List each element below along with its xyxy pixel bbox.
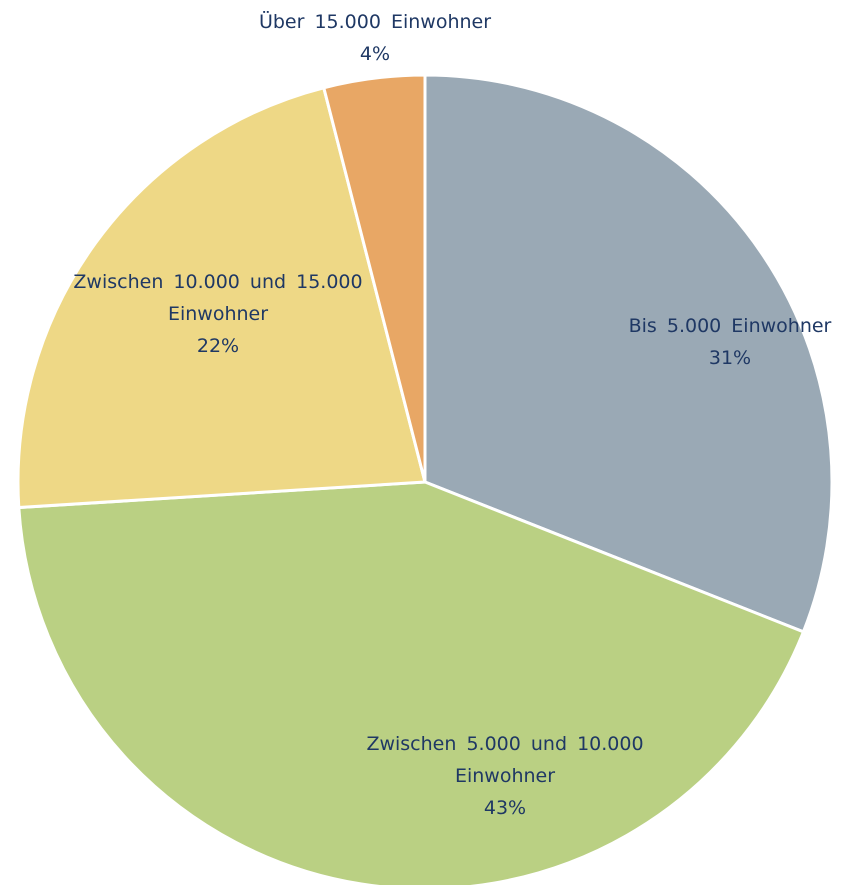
pie-slice [321, 73, 427, 483]
slice-label: Bis 5.000 Einwohner 31% [595, 310, 854, 374]
slice-label: Zwischen 5.000 und 10.000 Einwohner 43% [335, 728, 675, 824]
slice-label: Über 15.000 Einwohner 4% [215, 6, 535, 70]
value-label: 4% [359, 43, 391, 65]
pie-slice [16, 85, 427, 510]
category-label: Bis 5.000 Einwohner [628, 315, 832, 337]
category-label: Über 15.000 Einwohner [258, 11, 492, 33]
slice-label: Zwischen 10.000 und 15.000 Einwohner 22% [48, 266, 388, 362]
value-label: 22% [196, 335, 240, 357]
pie-slice [17, 480, 806, 885]
pie-slice [423, 73, 834, 634]
category-label: Zwischen 10.000 und 15.000 Einwohner [73, 271, 363, 325]
category-label: Zwischen 5.000 und 10.000 Einwohner [366, 733, 644, 787]
value-label: 43% [483, 797, 527, 819]
value-label: 31% [708, 347, 752, 369]
